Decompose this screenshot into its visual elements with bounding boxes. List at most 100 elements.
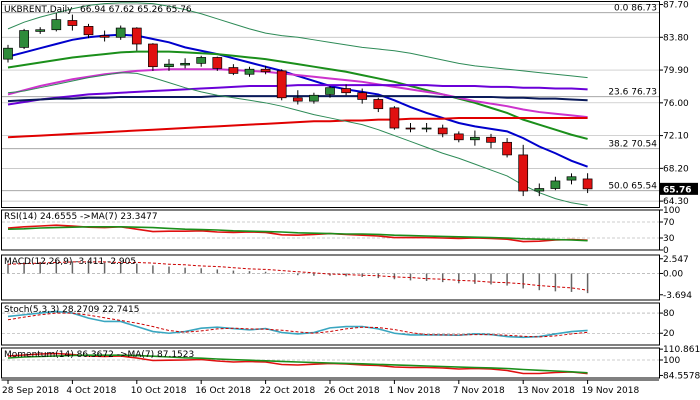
rsi-line xyxy=(7,226,588,242)
fib-level-label: 0.0 86.73 xyxy=(614,4,657,14)
candle xyxy=(453,131,464,143)
candle-body xyxy=(276,70,287,99)
candle xyxy=(212,56,223,71)
candle-body xyxy=(212,57,223,69)
overlay-bb_upper xyxy=(7,2,588,79)
momentum-line xyxy=(7,352,588,375)
stoch-border xyxy=(1,302,660,346)
momentum-axis-label: 110.8615 xyxy=(663,345,700,355)
candle xyxy=(244,66,255,77)
candle-body xyxy=(389,107,400,129)
time-tick-label: 19 Nov 2018 xyxy=(582,386,640,396)
candle-body xyxy=(357,92,368,100)
macd-axis-label: 0.00 xyxy=(663,269,683,279)
candle-body xyxy=(421,127,432,130)
candle xyxy=(470,130,480,146)
candle xyxy=(276,69,287,101)
time-tick-label: 28 Sep 2018 xyxy=(2,386,59,396)
candle xyxy=(67,14,78,31)
rsi-header: RSI(14) 24.6555 ->MA(7) 23.3477 xyxy=(4,212,158,222)
candle-body xyxy=(405,127,416,130)
candle xyxy=(566,173,577,185)
price-tick-label: 87.70 xyxy=(663,1,689,11)
candle-body xyxy=(51,19,62,31)
candle xyxy=(19,28,29,50)
momentum-axis-label: 84.5578 xyxy=(663,371,700,381)
rsi-axis-label: 70 xyxy=(663,218,675,228)
time-tick-label: 4 Oct 2018 xyxy=(66,386,116,396)
time-tick-label: 7 Nov 2018 xyxy=(453,386,505,396)
macd-axis-label: -3.694 xyxy=(663,291,692,301)
time-tick-label: 22 Oct 2018 xyxy=(260,386,316,396)
fib-level-label: 50.0 65.54 xyxy=(608,182,657,192)
candle-body xyxy=(341,88,351,94)
candle-body xyxy=(115,27,126,38)
candle xyxy=(582,173,593,194)
candle-body xyxy=(67,20,78,26)
macd-border xyxy=(1,254,660,301)
candle xyxy=(35,27,46,34)
candle xyxy=(325,86,335,98)
candle xyxy=(550,176,561,191)
candle-body xyxy=(550,180,561,189)
rsi-border xyxy=(1,209,660,251)
price-tick-label: 79.90 xyxy=(663,66,689,76)
time-tick-label: 26 Oct 2018 xyxy=(324,386,380,396)
price-tick-label: 68.20 xyxy=(663,164,689,174)
macd-header: MACD(12,26,9) -3.411 -2.905 xyxy=(4,257,136,267)
rsi-axis-label: 30 xyxy=(663,234,675,244)
candle-body xyxy=(164,63,174,68)
candle-body xyxy=(309,94,319,102)
candle xyxy=(534,183,545,197)
candle-body xyxy=(228,67,239,74)
candle-body xyxy=(325,87,335,95)
overlay-ma_magenta xyxy=(7,68,588,119)
candle xyxy=(486,133,496,149)
macd-line xyxy=(7,261,588,291)
price-panel-border xyxy=(1,1,660,208)
stoch-axis-label: 80 xyxy=(663,309,675,319)
overlay-bb_lower xyxy=(7,72,588,206)
candle xyxy=(83,23,94,39)
indicator-panels: RSI(14) 24.6555 ->MA(7) 23.347710070300M… xyxy=(1,206,700,381)
candle xyxy=(51,12,62,32)
candle xyxy=(99,30,110,42)
rsi-axis-label: 100 xyxy=(663,206,680,216)
stoch-line xyxy=(7,312,588,338)
candle-body xyxy=(19,30,29,48)
candle-body xyxy=(534,188,545,192)
candle-body xyxy=(486,136,496,143)
candle xyxy=(389,106,400,130)
candle xyxy=(196,55,207,67)
momentum-header: Momentum(14) 86.3672 ->MA(7) 87.1523 xyxy=(4,350,194,360)
fib-level-label: 38.2 70.54 xyxy=(608,140,657,150)
candle-body xyxy=(35,29,46,32)
candle-body xyxy=(582,178,593,190)
candle-body xyxy=(470,136,480,141)
candle-body xyxy=(566,176,577,181)
candle xyxy=(421,122,432,133)
candle-body xyxy=(373,99,384,110)
indicator-panel-rsi: RSI(14) 24.6555 ->MA(7) 23.3477 100 70 30 0 xyxy=(1,206,680,256)
macd-axis-label: 2.547 xyxy=(663,255,689,265)
candle-body xyxy=(180,62,190,66)
momentum-border xyxy=(1,347,660,379)
candle-body xyxy=(437,127,448,135)
indicator-panel-macd: MACD(12,26,9) -3.411 -2.905 2.547 0.00 -3.6… xyxy=(1,254,692,301)
fib-level-label: 23.6 76.73 xyxy=(608,88,657,98)
candle xyxy=(115,25,126,40)
candle xyxy=(502,138,512,158)
candle xyxy=(357,88,368,104)
candle-body xyxy=(196,57,207,64)
candle-body xyxy=(518,154,529,192)
candle xyxy=(341,84,351,96)
momentum-line xyxy=(7,354,588,374)
price-axis: 87.70 83.80 79.90 76.00 72.10 68.20 64.30 65.76 xyxy=(659,1,698,207)
momentum-axis-label: 100 xyxy=(663,356,680,366)
candle xyxy=(228,64,239,76)
stoch-header: Stoch(5,3,3) 28.2709 22.7415 xyxy=(4,305,139,315)
rsi-axis-label: 0 xyxy=(663,246,669,256)
candle-body xyxy=(148,43,158,68)
symbol-header: UKBRENT,Daily xyxy=(4,5,73,15)
time-tick-label: 13 Nov 2018 xyxy=(517,386,575,396)
